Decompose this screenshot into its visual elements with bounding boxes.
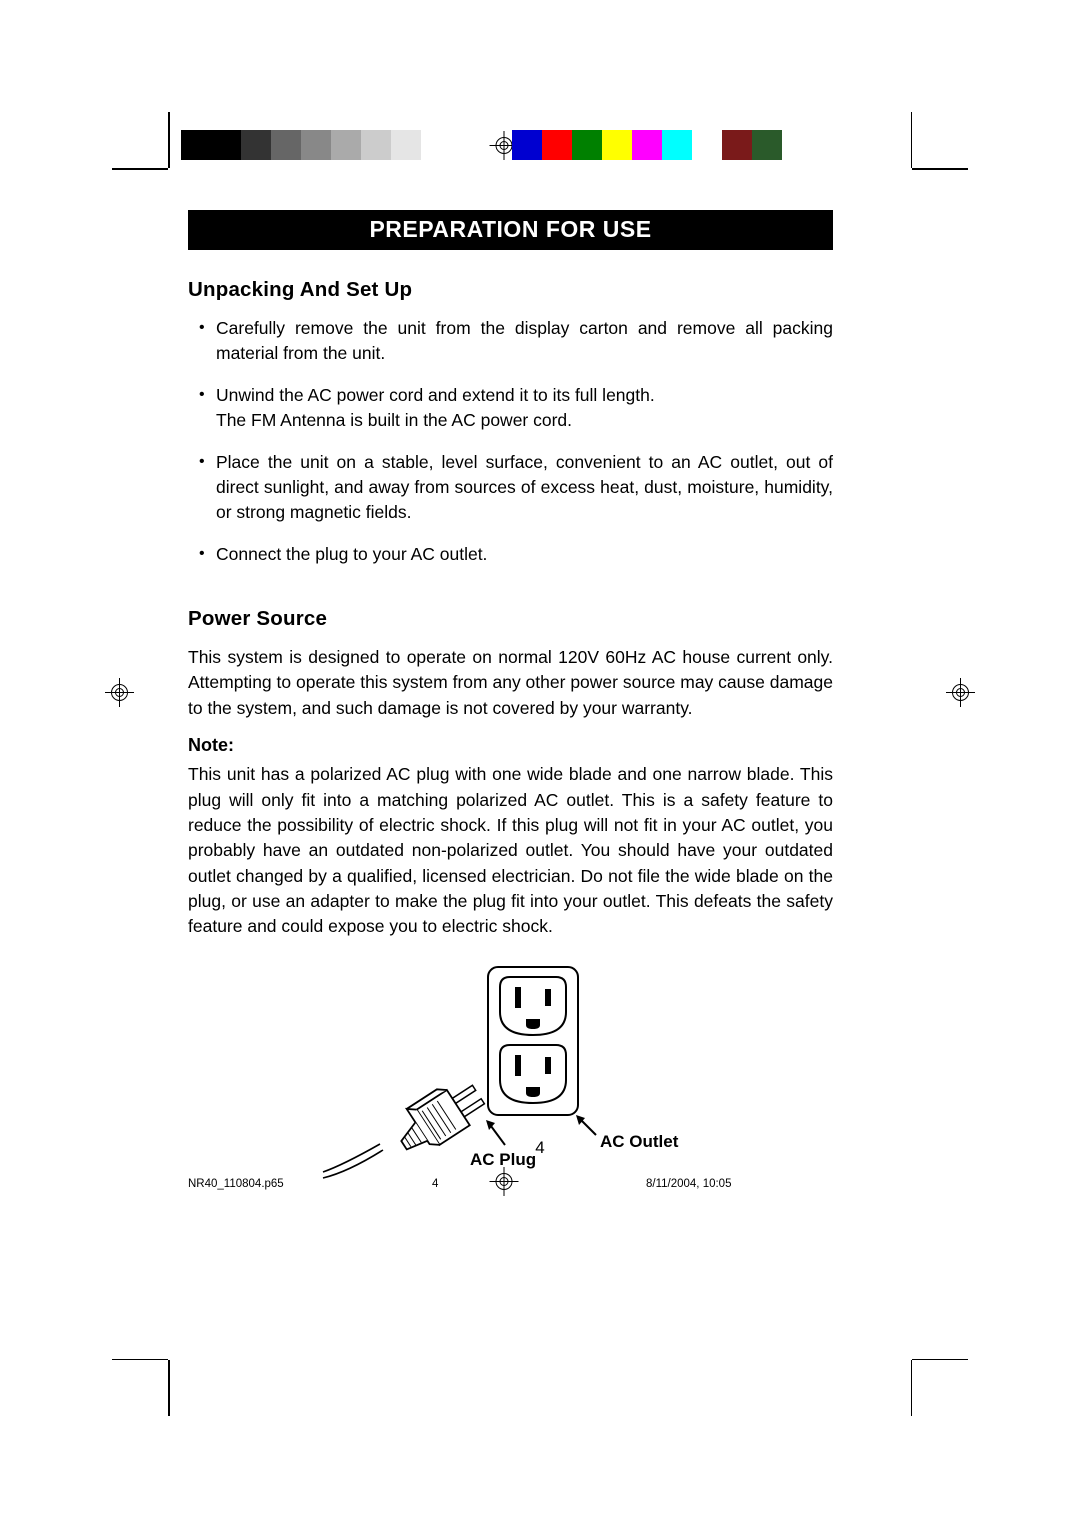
color-calibration-bar — [512, 130, 782, 160]
section-heading-power: Power Source — [188, 607, 833, 631]
power-source-paragraph: This system is designed to operate on no… — [188, 645, 833, 721]
crop-mark — [912, 168, 968, 170]
gray-calibration-bar — [181, 130, 451, 160]
page-title: PREPARATION FOR USE — [188, 210, 833, 250]
crop-mark — [168, 1360, 170, 1416]
crop-mark — [112, 1359, 168, 1361]
footer-timestamp: 8/11/2004, 10:05 — [646, 1178, 731, 1190]
section-heading-unpacking: Unpacking And Set Up — [188, 278, 833, 302]
list-item: Place the unit on a stable, level surfac… — [216, 450, 833, 526]
note-heading: Note: — [188, 735, 833, 756]
page-content: PREPARATION FOR USE Unpacking And Set Up… — [188, 210, 833, 1182]
list-item: Connect the plug to your AC outlet. — [216, 542, 833, 567]
unpacking-list: Carefully remove the unit from the displ… — [188, 316, 833, 567]
footer-page: 4 — [432, 1178, 438, 1190]
list-item: Carefully remove the unit from the displ… — [216, 316, 833, 367]
registration-target-icon — [946, 678, 975, 707]
crop-mark — [168, 112, 170, 168]
crop-mark — [911, 112, 913, 168]
registration-target-icon — [105, 678, 134, 707]
page-number: 4 — [0, 1138, 1080, 1158]
note-paragraph: This unit has a polarized AC plug with o… — [188, 762, 833, 940]
crop-mark — [911, 1360, 913, 1416]
list-item: Unwind the AC power cord and extend it t… — [216, 383, 833, 434]
footer-filename: NR40_110804.p65 — [188, 1178, 284, 1190]
crop-mark — [912, 1359, 968, 1361]
crop-mark — [112, 168, 168, 170]
